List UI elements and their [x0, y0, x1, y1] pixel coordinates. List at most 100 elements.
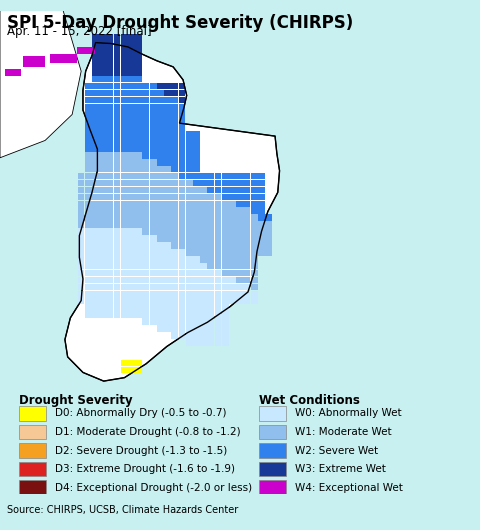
- Bar: [229, 187, 236, 193]
- Bar: [78, 242, 84, 249]
- Bar: [135, 180, 142, 187]
- Bar: [207, 304, 214, 311]
- Bar: [251, 193, 258, 200]
- Bar: [135, 159, 142, 165]
- Bar: [171, 222, 178, 228]
- Bar: [150, 318, 156, 325]
- Bar: [150, 96, 156, 103]
- Bar: [251, 270, 258, 276]
- Bar: [215, 325, 221, 332]
- Bar: [121, 55, 128, 61]
- Bar: [121, 270, 128, 276]
- Bar: [157, 200, 164, 207]
- Bar: [114, 187, 120, 193]
- Bar: [99, 277, 106, 283]
- Bar: [135, 297, 142, 304]
- Bar: [107, 145, 113, 152]
- Bar: [114, 96, 120, 103]
- Bar: [128, 284, 135, 290]
- Bar: [114, 242, 120, 249]
- Bar: [243, 270, 251, 276]
- Bar: [179, 145, 185, 152]
- Bar: [143, 83, 149, 90]
- Bar: [215, 249, 221, 255]
- Bar: [150, 242, 156, 249]
- Bar: [107, 187, 113, 193]
- Bar: [143, 318, 149, 325]
- Bar: [92, 90, 99, 96]
- Bar: [121, 48, 128, 55]
- Bar: [179, 214, 185, 221]
- Bar: [150, 284, 156, 290]
- Bar: [258, 173, 265, 179]
- Bar: [186, 249, 192, 255]
- Bar: [92, 125, 99, 131]
- Bar: [85, 173, 92, 179]
- Bar: [107, 62, 113, 68]
- Bar: [114, 249, 120, 255]
- Bar: [222, 228, 228, 235]
- Bar: [265, 235, 272, 242]
- Bar: [171, 131, 178, 138]
- Bar: [171, 297, 178, 304]
- Bar: [179, 193, 185, 200]
- Bar: [157, 152, 164, 158]
- Bar: [135, 214, 142, 221]
- Bar: [143, 214, 149, 221]
- Bar: [215, 318, 221, 325]
- Bar: [258, 242, 265, 249]
- Bar: [128, 263, 135, 269]
- Text: W4: Exceptional Wet: W4: Exceptional Wet: [295, 483, 403, 492]
- Bar: [107, 242, 113, 249]
- Bar: [171, 332, 178, 339]
- Bar: [207, 318, 214, 325]
- Bar: [92, 55, 99, 61]
- Bar: [143, 311, 149, 318]
- Bar: [215, 222, 221, 228]
- Bar: [229, 180, 236, 187]
- Bar: [107, 304, 113, 311]
- Bar: [186, 207, 192, 214]
- Bar: [135, 62, 142, 68]
- Bar: [171, 145, 178, 152]
- Bar: [107, 214, 113, 221]
- Bar: [251, 263, 258, 269]
- Bar: [114, 277, 120, 283]
- Bar: [243, 173, 251, 179]
- Bar: [128, 131, 135, 138]
- Bar: [92, 145, 99, 152]
- Bar: [265, 228, 272, 235]
- Bar: [164, 297, 171, 304]
- Bar: [99, 256, 106, 262]
- Bar: [143, 277, 149, 283]
- Bar: [222, 304, 228, 311]
- Bar: [114, 118, 120, 124]
- Bar: [92, 180, 99, 187]
- Bar: [135, 249, 142, 255]
- Bar: [135, 69, 142, 75]
- Bar: [243, 242, 251, 249]
- Bar: [171, 311, 178, 318]
- Bar: [107, 83, 113, 90]
- Bar: [150, 228, 156, 235]
- Bar: [164, 235, 171, 242]
- Bar: [164, 138, 171, 145]
- Bar: [121, 249, 128, 255]
- Bar: [179, 242, 185, 249]
- Bar: [128, 41, 135, 48]
- Bar: [128, 118, 135, 124]
- Bar: [150, 173, 156, 179]
- Bar: [164, 180, 171, 187]
- Bar: [143, 159, 149, 165]
- Bar: [121, 222, 128, 228]
- Bar: [243, 249, 251, 255]
- Bar: [107, 69, 113, 75]
- Bar: [143, 187, 149, 193]
- Bar: [107, 290, 113, 297]
- Text: SPI 5-Day Drought Severity (CHIRPS): SPI 5-Day Drought Severity (CHIRPS): [7, 14, 353, 32]
- Bar: [114, 110, 120, 117]
- Bar: [243, 297, 251, 304]
- Bar: [193, 332, 200, 339]
- Text: W3: Extreme Wet: W3: Extreme Wet: [295, 464, 386, 474]
- Bar: [207, 173, 214, 179]
